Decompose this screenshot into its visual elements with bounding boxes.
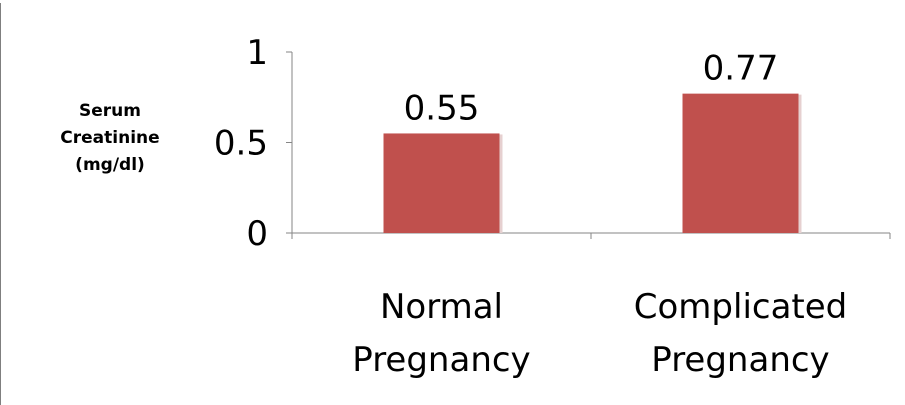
y-tick-label: 0 xyxy=(246,214,268,254)
bar xyxy=(682,93,799,233)
data-label: 0.55 xyxy=(404,88,480,128)
x-category-label: Normal xyxy=(380,287,503,327)
bar xyxy=(383,133,500,233)
y-axis-title-line-2: Creatinine xyxy=(60,128,160,148)
y-axis-title-line-3: (mg/dl) xyxy=(75,155,145,175)
y-tick-label: 1 xyxy=(246,33,268,73)
x-category-label: Pregnancy xyxy=(651,340,829,380)
y-tick-label: 0.5 xyxy=(214,124,268,164)
x-category-label: Complicated xyxy=(634,287,848,327)
chart-frame-left-border xyxy=(0,3,1,405)
y-axis-title-line-1: Serum xyxy=(79,101,141,121)
x-category-label: Pregnancy xyxy=(352,340,530,380)
data-label: 0.77 xyxy=(703,49,779,89)
y-axis-title: Serum Creatinine (mg/dl) xyxy=(45,98,175,179)
